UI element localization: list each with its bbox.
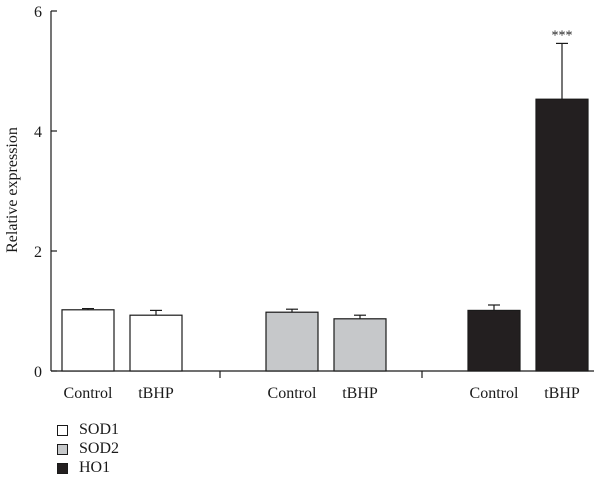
y-axis-label: Relative expression	[4, 127, 21, 253]
y-tick-label: 2	[34, 244, 42, 261]
legend-swatch	[57, 424, 68, 436]
y-tick-label: 6	[34, 4, 42, 21]
bar-sod2-control	[265, 311, 319, 372]
legend-swatch	[57, 462, 68, 474]
legend-label: HO1	[79, 459, 111, 476]
bar-ho1-tbhp	[535, 98, 589, 372]
legend: SOD1 SOD2 HO1	[57, 421, 119, 478]
x-tick-label: Control	[268, 385, 317, 402]
legend-swatch	[57, 443, 68, 455]
bar-sod1-control	[61, 309, 115, 372]
x-tick-label: tBHP	[138, 385, 174, 402]
legend-label: SOD1	[79, 421, 120, 438]
bar-sod1-tbhp	[129, 314, 183, 372]
bar-ho1-control	[467, 309, 521, 372]
x-tick-label: tBHP	[544, 385, 580, 402]
x-tick-label: Control	[64, 385, 113, 402]
x-tick-label: tBHP	[342, 385, 378, 402]
legend-item-sod2: SOD2	[57, 440, 119, 458]
legend-label: SOD2	[79, 440, 120, 457]
y-tick-label: 4	[34, 124, 42, 141]
x-tick-label: Control	[470, 385, 519, 402]
legend-item-ho1: HO1	[57, 459, 119, 477]
bars: Control tBHP Control tBHP Control tBHP ***	[61, 28, 589, 402]
y-tick-label: 0	[34, 364, 42, 381]
legend-item-sod1: SOD1	[57, 421, 119, 439]
significance-annotation: ***	[552, 28, 573, 43]
bar-sod2-tbhp	[333, 318, 387, 372]
